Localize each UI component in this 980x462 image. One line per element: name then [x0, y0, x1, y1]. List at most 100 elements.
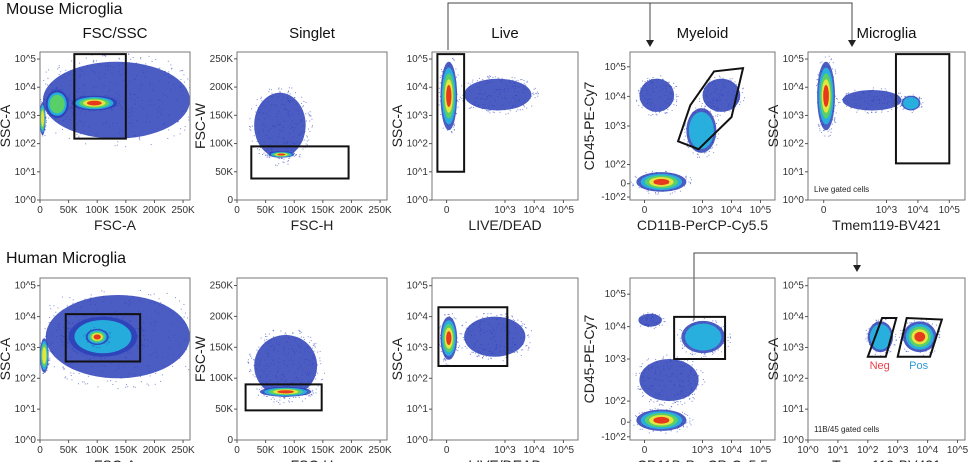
event-dot — [907, 350, 909, 352]
event-dot — [642, 395, 644, 397]
event-dot — [72, 323, 74, 325]
event-dot — [929, 352, 931, 354]
event-dot — [31, 323, 32, 324]
event-dot — [64, 377, 66, 379]
event-dot — [187, 78, 189, 80]
y-tick-label: 200K — [210, 82, 234, 93]
event-dot — [186, 349, 188, 351]
event-dot — [261, 387, 263, 389]
event-dot — [67, 341, 69, 343]
y-axis-label: CD45-PE-Cy7 — [581, 314, 597, 403]
event-dot — [462, 336, 464, 338]
event-dot — [507, 112, 509, 114]
gate — [73, 53, 127, 140]
event-dot — [250, 355, 252, 357]
event-dot — [256, 349, 258, 351]
event-dot — [319, 360, 321, 362]
event-dot — [291, 401, 293, 403]
event-dot — [126, 357, 128, 359]
event-dot — [846, 105, 848, 107]
event-dot — [691, 400, 693, 402]
event-dot — [661, 404, 663, 406]
event-dot — [71, 107, 73, 109]
y-tick-label: 250K — [210, 54, 234, 65]
event-dot — [446, 129, 448, 131]
y-tick-label: 10^3 — [605, 121, 627, 132]
event-dot — [848, 92, 850, 94]
event-dot — [58, 67, 60, 69]
event-dot — [742, 88, 744, 90]
event-dot — [51, 89, 53, 91]
event-dot — [249, 370, 251, 372]
event-dot — [471, 81, 473, 83]
x-axis-label: FSC-A — [94, 457, 137, 462]
event-dot — [74, 350, 76, 352]
event-dot — [643, 411, 645, 413]
event-dot — [676, 356, 678, 358]
event-dot — [248, 362, 250, 364]
event-dot — [130, 349, 132, 351]
event-dot — [312, 344, 314, 346]
event-dot — [691, 179, 693, 181]
density-contour — [277, 390, 294, 394]
event-dot — [99, 356, 101, 358]
event-dot — [67, 338, 69, 340]
event-dot — [875, 111, 877, 113]
cell-population — [438, 57, 459, 134]
event-dot — [111, 109, 113, 111]
event-dot — [520, 79, 522, 81]
event-dot — [440, 75, 442, 77]
event-dot — [61, 341, 63, 343]
event-dot — [478, 355, 480, 357]
event-dot — [866, 333, 868, 335]
y-axis-label: FSC-W — [192, 335, 208, 382]
event-dot — [743, 97, 745, 99]
event-dot — [38, 321, 39, 322]
event-dot — [461, 333, 463, 335]
gate-label-pos: Pos — [909, 360, 928, 372]
event-dot — [93, 59, 95, 61]
event-dot — [677, 428, 679, 430]
event-dot — [526, 80, 528, 82]
event-dot — [279, 90, 281, 92]
event-dot — [288, 400, 290, 402]
event-dot — [673, 87, 675, 89]
density-contour — [653, 178, 670, 186]
event-dot — [49, 115, 51, 117]
event-dot — [679, 428, 681, 430]
event-dot — [250, 129, 252, 131]
event-dot — [681, 344, 683, 346]
event-dot — [103, 291, 105, 293]
event-dot — [644, 81, 646, 83]
x-axis-label: FSC-A — [94, 217, 137, 233]
x-axis-label: Tmem119-BV421 — [832, 217, 941, 233]
event-dot — [521, 79, 523, 81]
event-dot — [641, 388, 643, 390]
event-dot — [76, 134, 78, 136]
event-dot — [457, 106, 459, 108]
event-dot — [300, 331, 302, 333]
event-dot — [856, 111, 858, 113]
event-dot — [536, 93, 538, 95]
event-dot — [140, 56, 142, 58]
event-dot — [877, 319, 879, 321]
event-dot — [824, 56, 826, 58]
event-dot — [829, 134, 831, 136]
event-dot — [673, 82, 675, 84]
event-dot — [476, 355, 478, 357]
event-dot — [637, 388, 639, 390]
event-dot — [505, 113, 507, 115]
event-dot — [310, 394, 312, 396]
event-dot — [116, 104, 118, 106]
event-dot — [294, 92, 296, 94]
event-dot — [835, 98, 837, 100]
event-dot — [889, 351, 891, 353]
event-dot — [526, 344, 528, 346]
event-dot — [461, 347, 463, 349]
event-dot — [196, 90, 197, 91]
event-dot — [652, 77, 654, 79]
event-dot — [898, 336, 900, 338]
event-dot — [72, 302, 74, 304]
event-dot — [683, 139, 685, 141]
event-dot — [485, 355, 487, 357]
